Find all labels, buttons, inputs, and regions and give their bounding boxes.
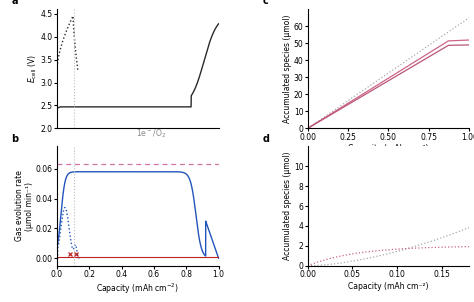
X-axis label: Capacity (mAh cm$^{-2}$): Capacity (mAh cm$^{-2}$) [96,282,179,296]
Text: c: c [262,0,268,6]
X-axis label: Capacity (mAh cm⁻²): Capacity (mAh cm⁻²) [348,144,428,153]
Y-axis label: Accumulated species (μmol): Accumulated species (μmol) [283,152,292,260]
Text: 1e$^-$/O$_2$: 1e$^-$/O$_2$ [136,128,166,140]
Text: a: a [11,0,18,6]
Y-axis label: Accumulated species (μmol): Accumulated species (μmol) [283,14,292,123]
Text: d: d [262,133,269,143]
Y-axis label: $E_\mathrm{cell}$ (V): $E_\mathrm{cell}$ (V) [27,54,39,83]
Text: b: b [11,133,19,143]
X-axis label: Capacity (mAh cm⁻²): Capacity (mAh cm⁻²) [348,282,428,291]
Y-axis label: Gas evolution rate
(μmol min⁻¹): Gas evolution rate (μmol min⁻¹) [15,171,34,242]
